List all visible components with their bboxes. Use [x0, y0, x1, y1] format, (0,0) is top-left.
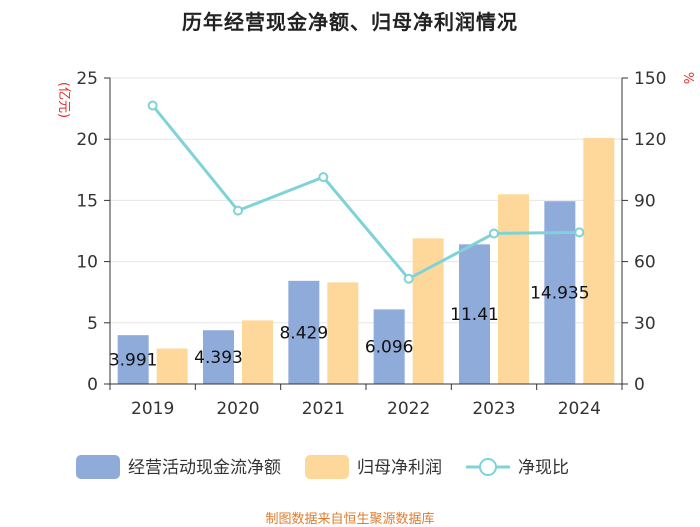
y-right-tick-label: 150 [634, 69, 666, 89]
y-right-tick-label: 120 [634, 130, 666, 150]
ratio-point-2020 [233, 205, 243, 216]
ratio-point-2023 [489, 228, 499, 239]
legend-label: 净现比 [518, 458, 569, 478]
ratio-line [151, 104, 580, 281]
ratio-point-2022 [403, 273, 414, 284]
y-left-tick-label: 5 [87, 314, 98, 334]
legend-label: 归母净利润 [357, 458, 442, 478]
y-right-tick-label: 0 [634, 375, 645, 395]
cashflow-data-label: 8.429 [279, 323, 328, 343]
y-right-tick-label: 90 [634, 191, 656, 211]
profit-bar-2024 [583, 137, 615, 384]
y-left-tick-label: 20 [76, 130, 98, 150]
cashflow-bar-2022 [373, 309, 405, 384]
ratio-point-2024 [574, 227, 585, 238]
y-right-tick-label: 60 [634, 253, 656, 273]
cashflow-data-label: 11.41 [450, 305, 499, 325]
cashflow-bar-2021 [288, 280, 320, 384]
legend-marker-2 [479, 458, 497, 476]
profit-bar-2019 [156, 348, 188, 384]
y-right-tick-label: 30 [634, 314, 656, 334]
y-left-tick-label: 25 [76, 69, 98, 89]
y-left-tick-label: 0 [87, 375, 98, 395]
legend-label: 经营活动现金流净额 [128, 458, 281, 478]
x-tick-label: 2020 [216, 399, 259, 419]
y-left-tick-label: 10 [76, 253, 98, 273]
profit-bar-2021 [327, 282, 359, 384]
x-tick-label: 2019 [131, 399, 174, 419]
ratio-point-2021 [318, 172, 329, 183]
cashflow-bar-2023 [459, 244, 490, 384]
profit-bar-2023 [498, 194, 529, 384]
y-left-unit-label: (亿元) [56, 82, 71, 118]
legend-swatch-1 [305, 455, 349, 479]
cashflow-data-label: 6.096 [365, 338, 414, 358]
cashflow-data-label: 4.393 [194, 348, 243, 368]
cashflow-data-label: 14.935 [530, 284, 589, 304]
profit-bar-2020 [242, 320, 273, 384]
x-tick-label: 2024 [558, 399, 601, 419]
x-tick-label: 2021 [302, 399, 345, 419]
legend-swatch-0 [76, 455, 120, 479]
chart-title: 历年经营现金净额、归母净利润情况 [182, 10, 518, 34]
y-left-tick-label: 15 [76, 191, 98, 211]
cashflow-bar-2019 [117, 335, 149, 384]
cashflow-bar-2020 [203, 330, 234, 384]
profit-bar-2022 [412, 238, 444, 384]
source-note: 制图数据来自恒生聚源数据库 [265, 512, 435, 527]
cashflow-data-label: 3.991 [109, 351, 158, 371]
x-tick-label: 2022 [387, 399, 430, 419]
ratio-point-2019 [147, 100, 158, 111]
x-tick-label: 2023 [472, 399, 515, 419]
y-right-unit-label: % [680, 72, 695, 84]
